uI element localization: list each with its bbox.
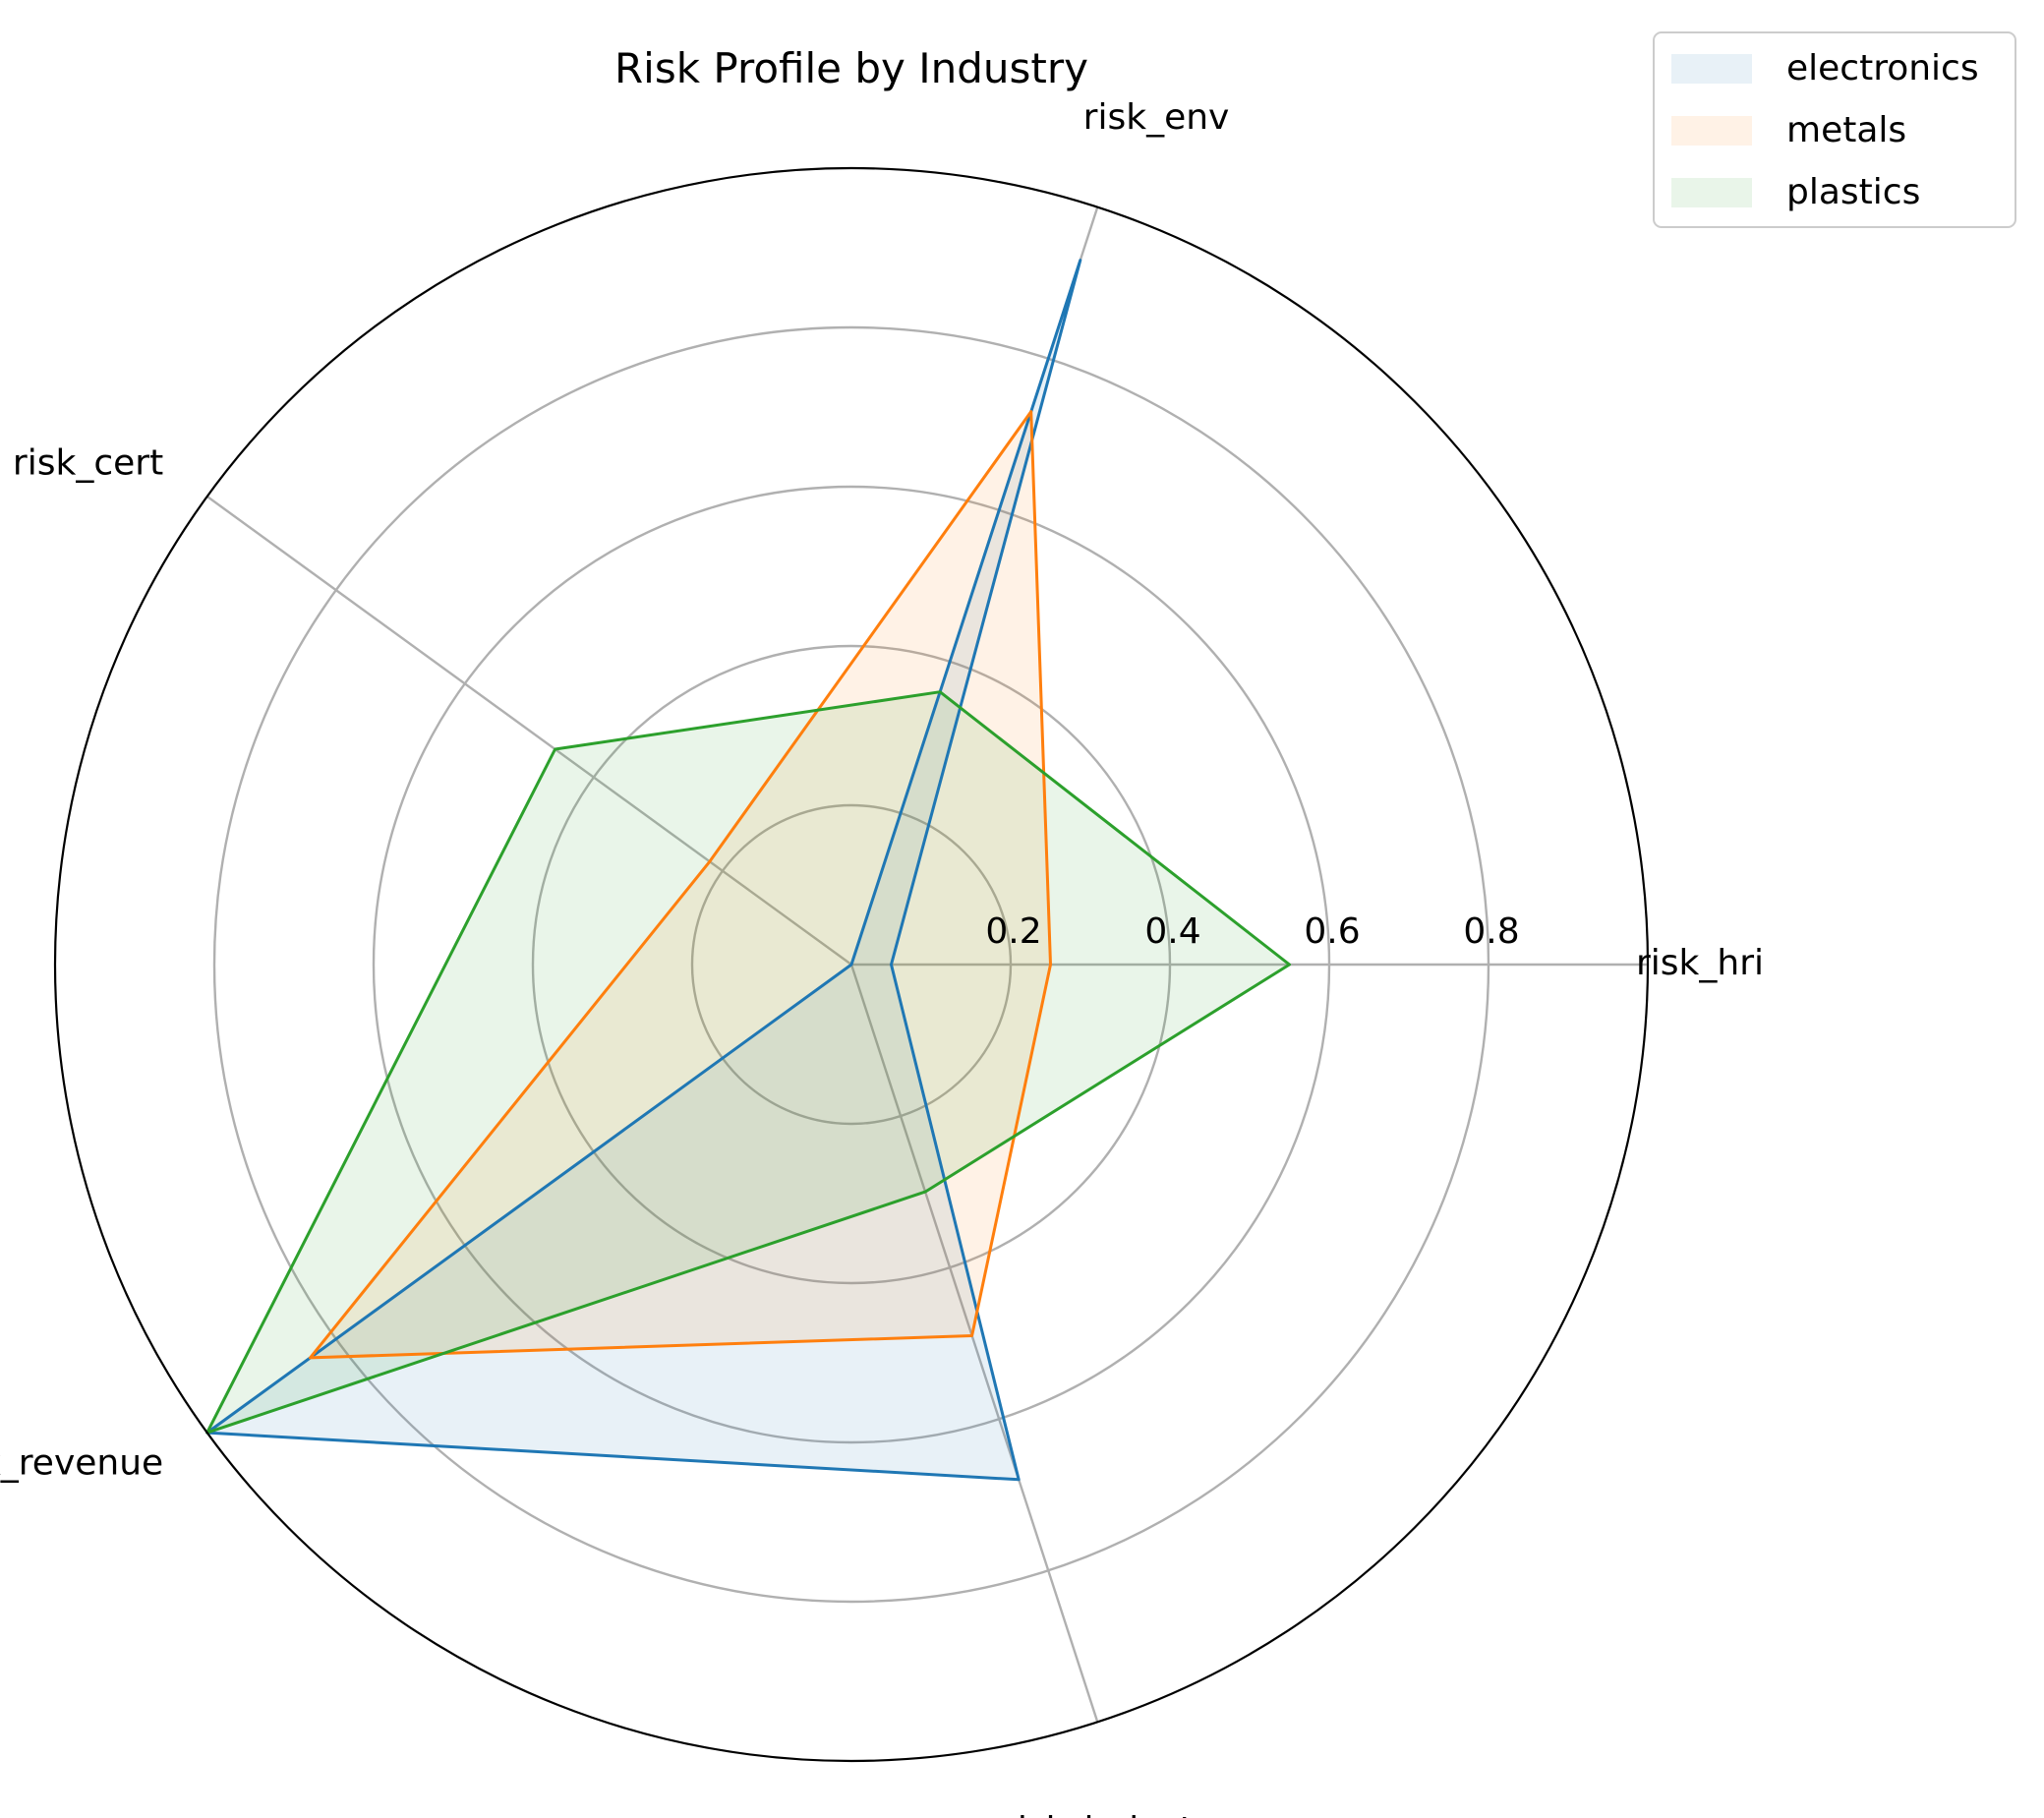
axis-label-risk_revenue: risk_revenue <box>0 1442 163 1483</box>
legend: electronics metals plastics <box>1653 31 2016 228</box>
radial-tick-labels: 0.2 0.4 0.6 0.8 <box>985 911 1519 952</box>
series-line-electronics <box>205 259 1082 1482</box>
series-line-metals <box>309 410 1052 1360</box>
legend-swatch-metals <box>1671 116 1752 146</box>
axis-label-risk_env: risk_env <box>1083 97 1230 138</box>
legend-swatch-electronics <box>1671 54 1752 84</box>
radial-tick-label: 0.4 <box>1144 911 1200 952</box>
grid-spoke-risk_industry <box>849 964 1099 1723</box>
legend-label-metals: metals <box>1786 110 1906 150</box>
outer-ring <box>53 166 1650 1763</box>
axis-label-risk_hri: risk_hri <box>1636 943 1764 983</box>
series-fill-metals <box>310 411 1051 1358</box>
radial-tick-label: 0.6 <box>1304 911 1360 952</box>
legend-frame <box>1653 31 2016 228</box>
series-fill-electronics <box>206 260 1080 1480</box>
legend-label-electronics: electronics <box>1786 48 1979 88</box>
series-fill-plastics <box>206 691 1290 1434</box>
axis-labels: risk_hri risk_env risk_cert risk_revenueris… <box>0 97 1764 1818</box>
grid-spoke-risk_cert <box>205 495 852 966</box>
radial-tick-label: 0.8 <box>1463 911 1519 952</box>
chart-title: Risk Profile by Industry <box>614 44 1088 92</box>
series-line-plastics <box>205 690 1291 1435</box>
legend-swatch-plastics <box>1671 178 1752 207</box>
axis-label-risk_cert: risk_cert <box>13 443 163 484</box>
legend-label-plastics: plastics <box>1786 172 1920 212</box>
series-layer <box>205 259 1291 1482</box>
axis-label-risk_industry: risk_industry <box>1003 1810 1229 1818</box>
radial-tick-label: 0.2 <box>985 911 1041 952</box>
